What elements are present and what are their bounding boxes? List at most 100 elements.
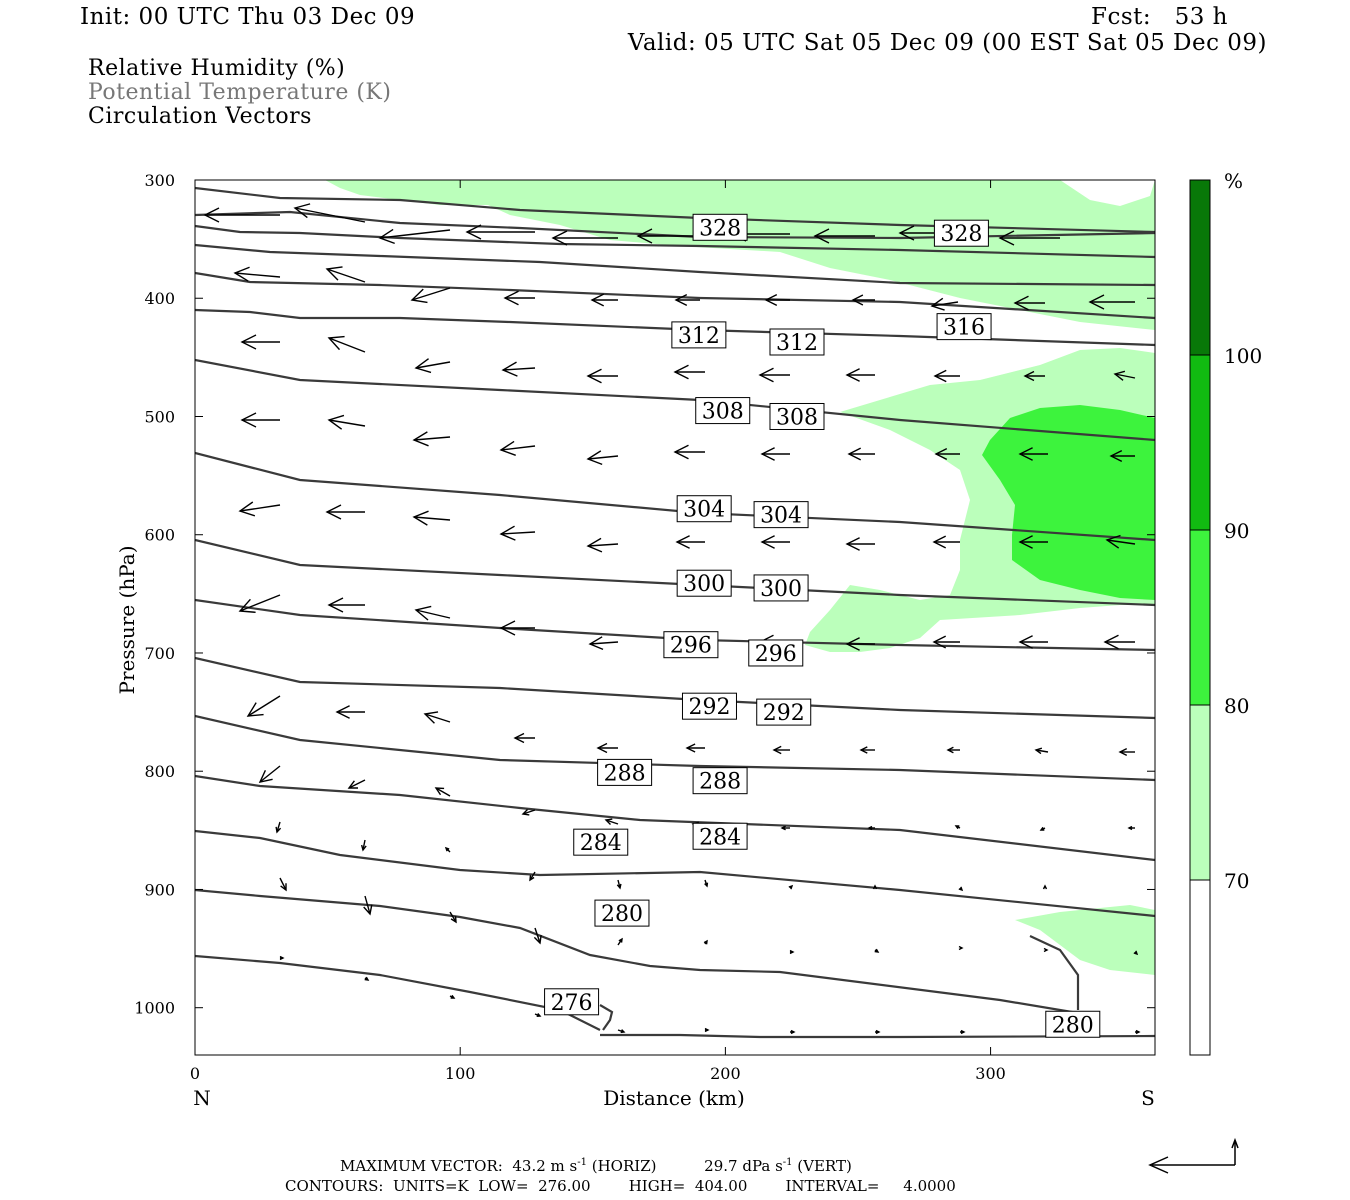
circulation-vector (1105, 534, 1136, 549)
circulation-vector (444, 846, 451, 853)
contour-label-box (936, 313, 992, 341)
header-valid-time: Valid: 05 UTC Sat 05 Dec 09 (00 EST Sat … (627, 30, 1267, 56)
header-init: Init: 00 UTC Thu 03 Dec 09 (80, 4, 416, 30)
contour-label: 312 (776, 331, 818, 356)
contour-label: 328 (940, 222, 982, 247)
theta-contour-line (195, 308, 1155, 347)
circulation-vector (675, 535, 705, 549)
circulation-vector (813, 228, 875, 244)
contour-label: 284 (699, 825, 741, 850)
x-tick-label: 200 (710, 1064, 741, 1083)
circulation-vector (238, 501, 281, 517)
circulation-vector (1042, 884, 1048, 890)
contour-label: 296 (670, 634, 712, 659)
circulation-vector (275, 821, 282, 834)
contour-label-box (594, 899, 650, 927)
y-tick-label: 600 (144, 526, 175, 545)
circulation-vector (685, 743, 705, 753)
theta-contour-line (195, 829, 1155, 918)
circulation-vector (704, 1027, 710, 1033)
theta-contour-line (195, 656, 1155, 720)
circulation-vector (240, 334, 280, 350)
circulation-vector (789, 949, 795, 955)
circulation-vector (780, 825, 790, 831)
circulation-vector (529, 871, 536, 882)
contour-label-box (1045, 1010, 1101, 1038)
theta-contour-line (195, 888, 1091, 1017)
circulation-vector (760, 447, 790, 461)
contour-label: 280 (1052, 1013, 1094, 1038)
circulation-vector (410, 287, 451, 304)
contour-label-box (933, 219, 989, 247)
contour-label: 308 (776, 405, 818, 430)
contour-label: 296 (755, 642, 797, 667)
circulation-vector (932, 535, 960, 549)
circulation-vector (930, 297, 959, 311)
circulation-vector (499, 620, 535, 636)
contour-label-box (676, 495, 732, 523)
circulation-vector (551, 230, 618, 246)
reference-vector (1148, 1137, 1239, 1174)
circulation-vector (521, 809, 536, 816)
theta-contour-line (195, 451, 1155, 542)
circulation-vector (1109, 449, 1135, 463)
circulation-vector (604, 818, 619, 825)
legend-potential-temperature: Potential Temperature (K) (88, 80, 392, 105)
circulation-vector (1023, 370, 1045, 382)
theta-contour-line (195, 538, 1155, 607)
rh-area-upper (325, 180, 1155, 330)
rh-area-lower (1015, 905, 1155, 975)
circulation-vector (325, 266, 366, 283)
theta-contour-line (599, 1004, 614, 1031)
circulation-vector (674, 293, 700, 307)
circulation-vector (586, 537, 619, 553)
contour-label-box (663, 631, 719, 659)
circulation-vector (875, 1029, 881, 1035)
y-tick-label: 700 (144, 644, 175, 663)
contour-label-box (681, 692, 737, 720)
circulation-vector (327, 335, 366, 353)
circulation-vector (845, 368, 875, 382)
circulation-vector (1135, 1029, 1141, 1035)
theta-contour-line (600, 1033, 1155, 1039)
circulation-vector (499, 440, 536, 456)
contour-label: 312 (678, 324, 720, 349)
circulation-vector (758, 367, 790, 383)
max-vector-footer: MAXIMUM VECTOR: 43.2 m s-1 (HORIZ) 29.7 … (340, 1157, 852, 1175)
contour-label: 300 (760, 577, 802, 602)
circulation-vector (760, 535, 790, 549)
contour-label: 328 (699, 216, 741, 241)
circulation-vector (617, 1029, 626, 1034)
max-vector-horiz-unit: (HORIZ) (586, 1157, 657, 1175)
circulation-vector (851, 294, 875, 306)
max-vector-horiz: MAXIMUM VECTOR: 43.2 m s (340, 1157, 578, 1175)
max-vector-vert-unit: (VERT) (792, 1157, 852, 1175)
circulation-vector (704, 879, 709, 888)
circulation-vector (617, 937, 623, 946)
theta-contour-line (195, 774, 1155, 862)
header-forecast-hour: Fcst: 53 h (1091, 4, 1228, 30)
colorbar-unit: % (1224, 169, 1243, 193)
y-tick-label: 500 (144, 407, 175, 426)
circulation-vector (203, 207, 280, 223)
circulation-vector (596, 742, 618, 754)
theta-contour-line (195, 714, 1155, 782)
circulation-vector (588, 636, 619, 651)
circulation-vector (327, 414, 366, 430)
theta-contour-line (1029, 935, 1080, 1010)
contour-label-box (692, 213, 748, 241)
circulation-vector (954, 825, 961, 830)
circulation-vector (874, 948, 880, 953)
circulation-vector (998, 230, 1060, 246)
circulation-vector (412, 510, 451, 526)
contour-label: 284 (580, 831, 622, 856)
circulation-vector (293, 203, 366, 223)
circulation-vector (586, 368, 618, 384)
theta-contour-line (195, 271, 1155, 320)
circulation-vector (513, 732, 535, 744)
circulation-vector (412, 431, 451, 447)
circulation-vector (378, 228, 451, 245)
circulation-vector (958, 886, 964, 892)
contour-label-box (695, 397, 751, 425)
circulation-vector (673, 364, 705, 380)
